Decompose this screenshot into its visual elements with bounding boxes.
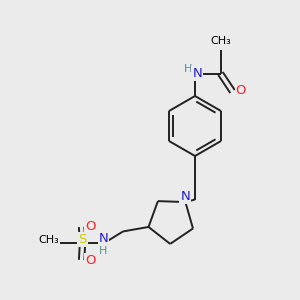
Text: O: O: [85, 220, 95, 232]
Text: CH₃: CH₃: [210, 36, 231, 46]
Text: N: N: [181, 190, 190, 203]
Text: H: H: [99, 246, 108, 256]
Text: N: N: [193, 67, 202, 80]
Text: H: H: [184, 64, 193, 74]
Text: S: S: [78, 233, 87, 246]
Text: CH₃: CH₃: [38, 235, 59, 245]
Text: O: O: [236, 84, 246, 97]
Text: O: O: [85, 254, 95, 267]
Text: N: N: [99, 232, 108, 244]
